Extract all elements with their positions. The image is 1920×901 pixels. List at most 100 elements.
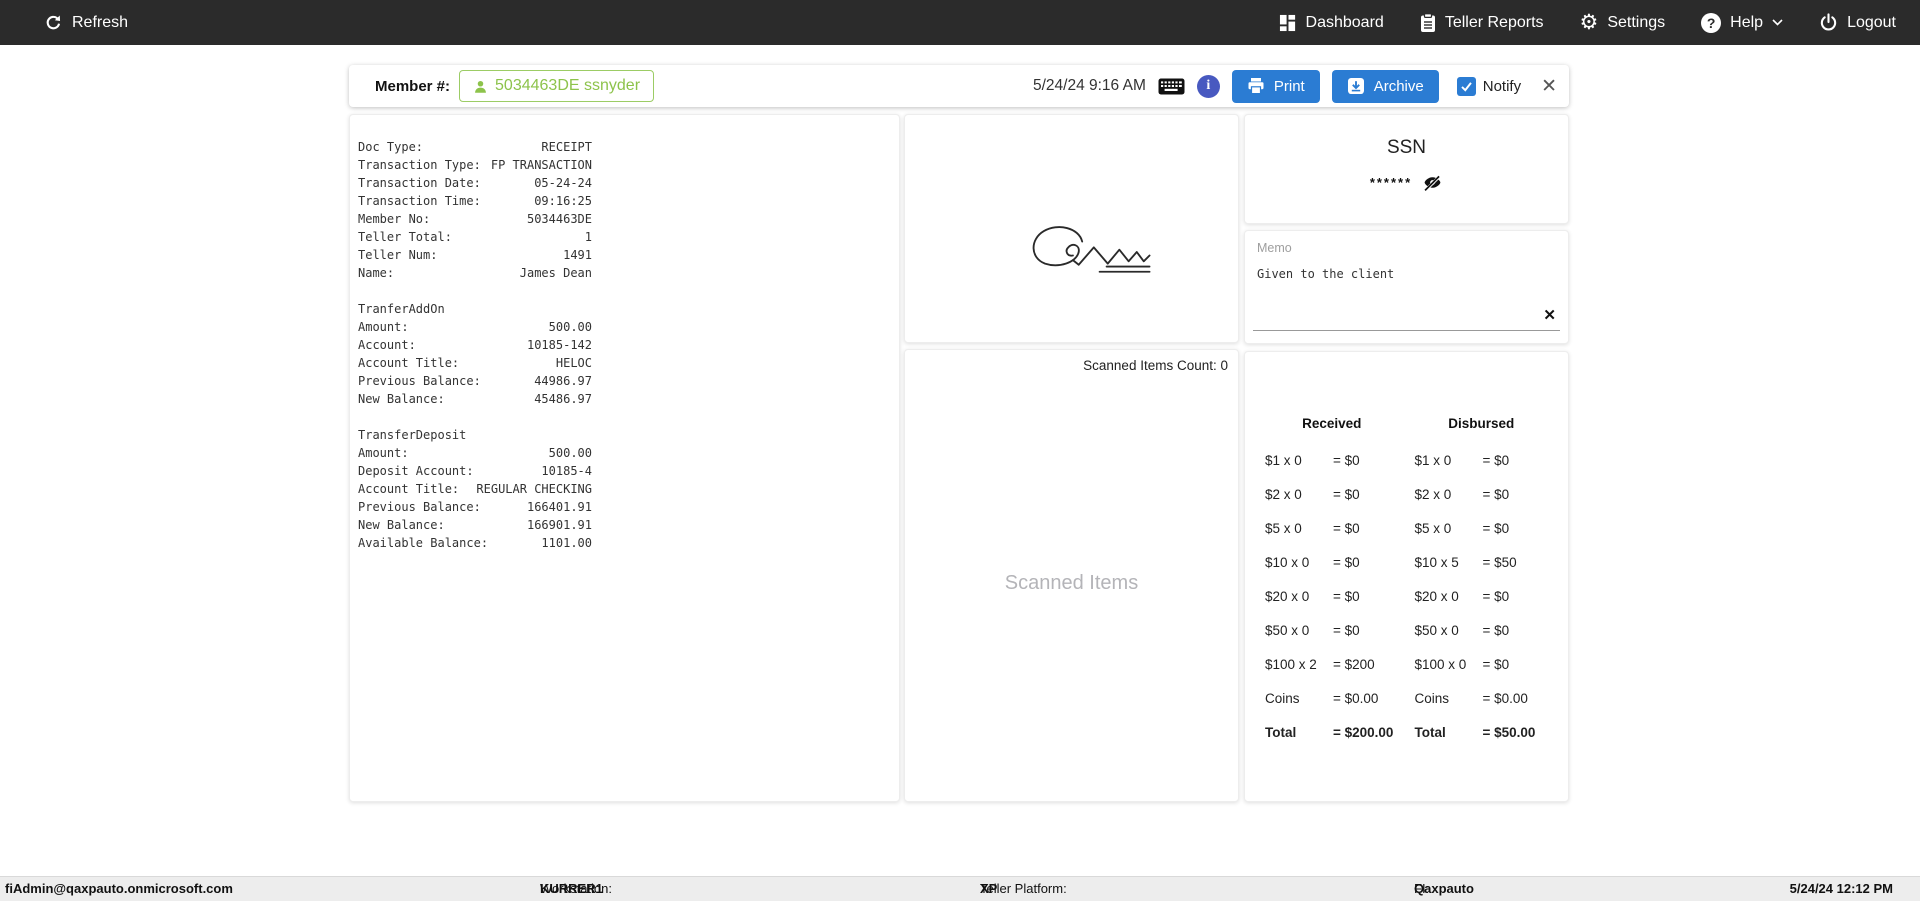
- person-icon: [473, 79, 488, 94]
- refresh-icon: [44, 13, 63, 32]
- nav-item-help[interactable]: ? Help: [1701, 12, 1783, 33]
- statusbar-datetime: 5/24/24 12:12 PM: [1789, 881, 1893, 896]
- received-rows: $1 x 0 = $0 $2 x 0 = $0 $5 x 0 = $0 $10 x 0 = $…: [1265, 443, 1399, 749]
- receipt-row: Transaction Type: FP TRANSACTION: [358, 158, 592, 172]
- member-chip[interactable]: 5034463DE ssnyder: [459, 70, 655, 102]
- receipt-row: Teller Num: 1491: [358, 248, 592, 262]
- clipboard-icon: [1420, 12, 1436, 33]
- memo-label: Memo: [1257, 241, 1292, 255]
- receipt-row: Transaction Time: 09:16:25: [358, 194, 592, 208]
- nav-item-settings[interactable]: ⚙ Settings: [1580, 12, 1666, 33]
- help-icon: ?: [1701, 12, 1722, 33]
- disbursed-header: Disbursed: [1448, 416, 1515, 431]
- nav-item-label: Teller Reports: [1444, 13, 1544, 31]
- dashboard-icon: [1279, 14, 1297, 32]
- cash-row: $20 x 0 = $0: [1265, 588, 1360, 604]
- cash-row: $2 x 0 = $0: [1414, 486, 1510, 502]
- eye-off-icon[interactable]: [1422, 172, 1443, 193]
- receipt-row: New Balance: 166901.91: [358, 518, 592, 532]
- nav-item-logout[interactable]: Logout: [1819, 13, 1896, 32]
- nav-right-group: Dashboard Teller Reports ⚙ Settings: [1279, 12, 1896, 33]
- scanned-items-placeholder: Scanned Items: [1004, 571, 1139, 594]
- close-icon[interactable]: ✕: [1541, 75, 1557, 97]
- receipt-row: Account: 10185-142: [358, 338, 592, 352]
- memo-input[interactable]: [1253, 311, 1560, 331]
- receipt-row: Previous Balance: 44986.97: [358, 374, 592, 388]
- member-chip-label: 5034463DE ssnyder: [495, 77, 641, 94]
- transaction-datetime: 5/24/24 9:16 AM: [1032, 77, 1146, 94]
- cash-col-received: Received $1 x 0 = $0 $2 x 0 = $0 $5 x 0 = $0 $…: [1265, 416, 1399, 749]
- power-icon: [1819, 13, 1838, 32]
- receipt-row: Previous Balance: 166401.91: [358, 500, 592, 514]
- ssn-value-row: ******: [1370, 172, 1443, 193]
- scanned-items-panel: Scanned Items Count: 0 Scanned Items: [904, 349, 1239, 802]
- notify-checkbox[interactable]: Notify: [1456, 76, 1522, 96]
- cash-row: $20 x 0 = $0: [1414, 588, 1510, 604]
- cash-denominations-panel: Received $1 x 0 = $0 $2 x 0 = $0 $5 x 0 = $0 $…: [1244, 351, 1569, 802]
- receipt-row: Amount: 500.00: [358, 446, 592, 460]
- receipt-section-title: TransferDeposit: [358, 428, 467, 442]
- cash-row: $2 x 0 = $0: [1265, 486, 1360, 502]
- cash-row: $5 x 0 = $0: [1265, 520, 1360, 536]
- status-bar: fiAdmin@qaxpauto.onmicrosoft.com Worksta…: [0, 876, 1920, 901]
- receipt-body: Doc Type: RECEIPT Transaction Type: FP TRAN…: [350, 115, 899, 552]
- archive-label: Archive: [1373, 77, 1424, 95]
- receipt-row: New Balance: 45486.97: [358, 392, 592, 406]
- receipt-row: Member No: 5034463DE: [358, 212, 592, 226]
- checkbox-checked-icon: [1456, 76, 1476, 96]
- receipt-row: Teller Total: 1: [358, 230, 592, 244]
- ssn-masked-value: ******: [1369, 175, 1413, 190]
- cash-row: Total = $200.00: [1265, 724, 1394, 740]
- cash-row: Coins = $0.00: [1265, 690, 1379, 706]
- ssn-title: SSN: [1386, 137, 1427, 158]
- notify-label: Notify: [1482, 77, 1522, 95]
- cash-row: $50 x 0 = $0: [1414, 622, 1510, 638]
- cash-row: $10 x 5 = $50: [1414, 554, 1517, 570]
- cash-row: $1 x 0 = $0: [1414, 452, 1510, 468]
- cash-row: $50 x 0 = $0: [1265, 622, 1360, 638]
- header-actions: 5/24/24 9:16 AM i: [1032, 69, 1557, 103]
- refresh-label: Refresh: [72, 13, 129, 31]
- member-number-label: Member #:: [375, 77, 451, 95]
- memo-text: Given to the client: [1257, 267, 1395, 281]
- nav-item-label: Settings: [1607, 13, 1666, 31]
- print-label: Print: [1273, 77, 1305, 95]
- nav-item-label: Help: [1730, 13, 1764, 31]
- receipt-panel: Doc Type: RECEIPT Transaction Type: FP TRAN…: [349, 114, 900, 802]
- nav-item-label: Logout: [1847, 13, 1896, 31]
- receipt-row: Transaction Date: 05-24-24: [358, 176, 592, 190]
- info-icon[interactable]: i: [1196, 74, 1220, 98]
- archive-icon: [1347, 77, 1365, 95]
- cash-row: $10 x 0 = $0: [1265, 554, 1360, 570]
- disbursed-rows: $1 x 0 = $0 $2 x 0 = $0 $5 x 0 = $0 $10 x 5 = $…: [1415, 443, 1549, 749]
- memo-clear-icon[interactable]: ✕: [1543, 307, 1556, 324]
- cash-row: Total = $50.00: [1414, 724, 1536, 740]
- member-header-bar: Member #: 5034463DE ssnyder 5/24/24 9:16…: [349, 65, 1569, 107]
- cash-row: $100 x 2 = $200: [1265, 656, 1375, 672]
- gear-icon: ⚙: [1579, 11, 1599, 34]
- cash-row: $100 x 0 = $0: [1414, 656, 1510, 672]
- receipt-section-title: TranferAddOn: [358, 302, 445, 316]
- print-button[interactable]: Print: [1231, 69, 1320, 103]
- cash-row: Coins = $0.00: [1414, 690, 1528, 706]
- nav-item-label: Dashboard: [1305, 13, 1384, 31]
- top-navbar: Refresh Dashboard: [0, 0, 1920, 45]
- signature-panel: [904, 114, 1239, 343]
- chevron-down-icon: [1772, 19, 1783, 26]
- keyboard-icon[interactable]: [1158, 78, 1185, 95]
- nav-item-dashboard[interactable]: Dashboard: [1279, 14, 1384, 32]
- memo-panel: Memo Given to the client ✕: [1244, 230, 1569, 344]
- cash-row: $1 x 0 = $0: [1265, 452, 1360, 468]
- archive-button[interactable]: Archive: [1331, 69, 1439, 103]
- nav-item-teller-reports[interactable]: Teller Reports: [1420, 12, 1544, 33]
- receipt-row: Name: James Dean: [358, 266, 592, 280]
- refresh-button[interactable]: Refresh: [44, 13, 128, 32]
- receipt-row: Available Balance: 1101.00: [358, 536, 592, 550]
- cash-row: $5 x 0 = $0: [1414, 520, 1510, 536]
- receipt-row: Deposit Account: 10185-4: [358, 464, 592, 478]
- scanned-items-count: Scanned Items Count: 0: [1083, 358, 1228, 373]
- signature-image: [1032, 225, 1150, 273]
- receipt-row: Account Title: HELOC: [358, 356, 592, 370]
- received-header: Received: [1302, 416, 1362, 431]
